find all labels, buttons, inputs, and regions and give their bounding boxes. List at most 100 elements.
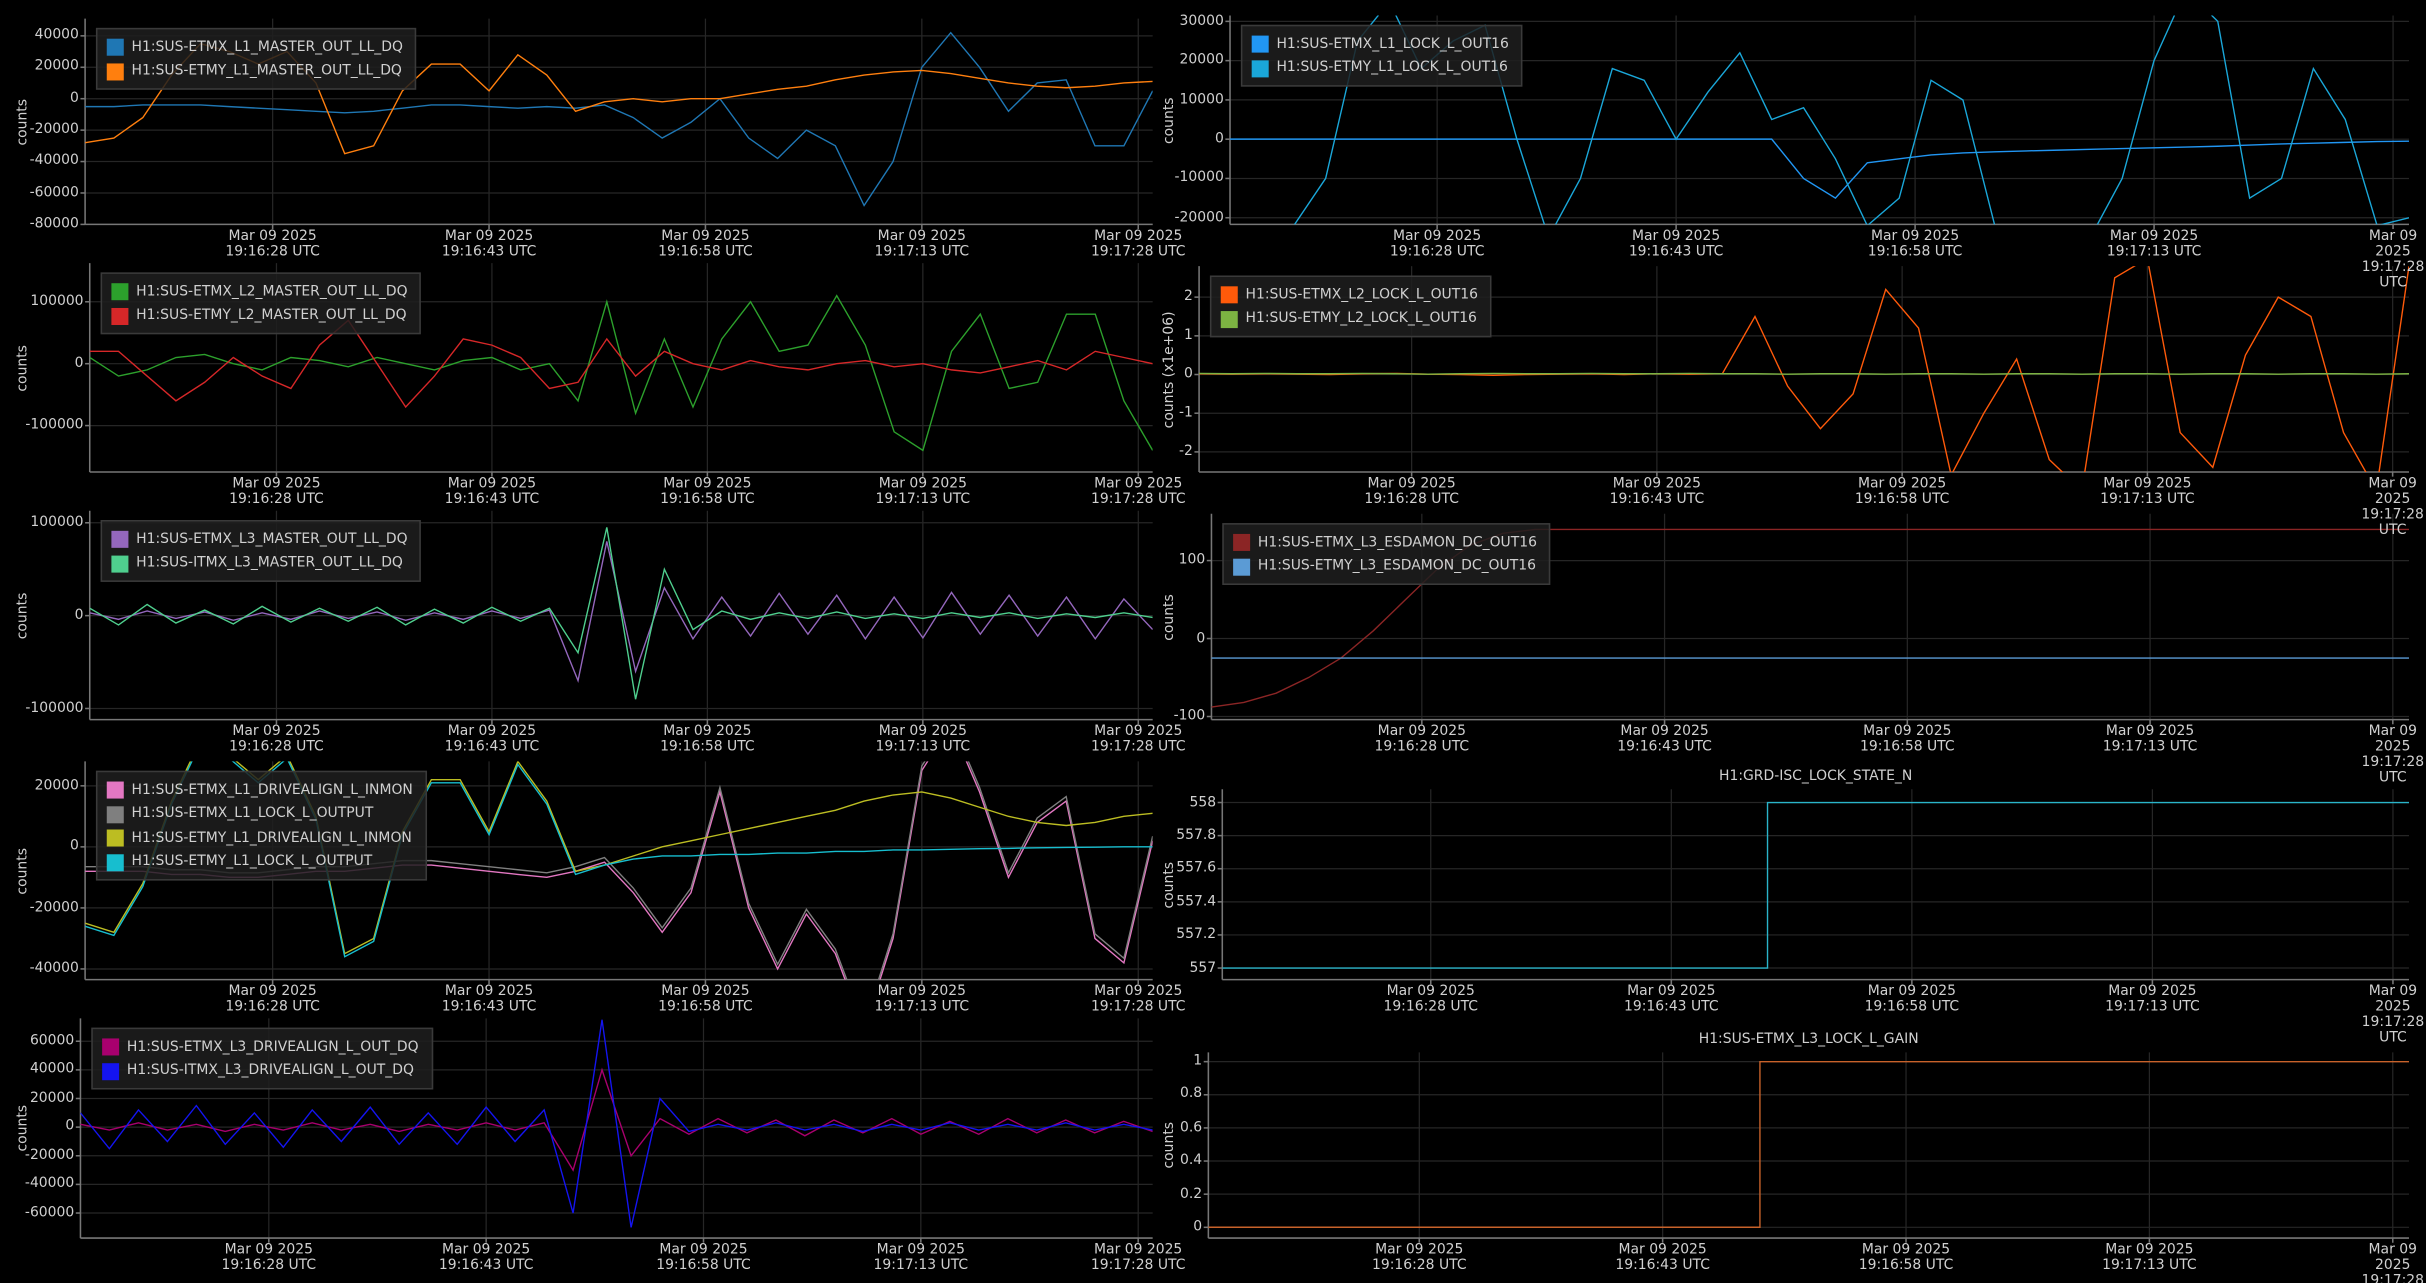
- y-tick-label: 0.4: [1180, 1153, 1203, 1169]
- legend-entry: H1:SUS-ITMX_L3_DRIVEALIGN_L_OUT_DQ: [102, 1059, 418, 1083]
- y-tick-label: 0: [1193, 1219, 1203, 1236]
- legend: H1:SUS-ETMX_L2_LOCK_L_OUT16 H1:SUS-ETMY_L…: [1209, 275, 1492, 338]
- y-tick-label: 40000: [34, 28, 79, 44]
- legend-entry: H1:SUS-ETMX_L1_DRIVEALIGN_L_INMON: [106, 778, 413, 802]
- x-tick-label: Mar 09 2025 19:17:13 UTC: [875, 476, 971, 508]
- x-tick-label: Mar 09 2025 19:17:28 UTC: [1090, 229, 1186, 260]
- y-tick-label: -40000: [29, 153, 79, 170]
- y-tick-label: 0: [65, 1119, 75, 1135]
- legend-swatch: [106, 39, 124, 57]
- legend-entry: H1:SUS-ITMX_L3_MASTER_OUT_LL_DQ: [111, 552, 407, 576]
- y-tick-label: 557.8: [1176, 827, 1217, 844]
- legend-label: H1:SUS-ITMX_L3_DRIVEALIGN_L_OUT_DQ: [126, 1063, 414, 1080]
- legend-entry: H1:SUS-ETMX_L1_MASTER_OUT_LL_DQ: [106, 36, 403, 60]
- legend-swatch: [111, 307, 129, 325]
- y-tick-label: 0: [1184, 366, 1193, 383]
- legend-label: H1:SUS-ETMX_L3_MASTER_OUT_LL_DQ: [136, 531, 408, 548]
- x-tick-label: Mar 09 2025 19:17:13 UTC: [874, 229, 970, 260]
- y-tick-label: 1: [1184, 328, 1193, 344]
- x-tick-label: Mar 09 2025 19:17:28 UTC: [2361, 984, 2425, 1047]
- legend-swatch: [1233, 558, 1251, 576]
- legend-swatch: [1233, 534, 1251, 552]
- y-axis-label: counts: [1161, 1121, 1178, 1169]
- chart-title: H1:SUS-ETMX_L3_LOCK_L_GAIN: [1698, 1032, 1919, 1048]
- x-tick-label: Mar 09 2025 19:16:28 UTC: [1371, 1242, 1467, 1274]
- x-tick-label: Mar 09 2025 19:17:28 UTC: [2361, 229, 2425, 291]
- y-tick-label: -40000: [24, 1176, 75, 1193]
- y-tick-label: 558: [1189, 794, 1217, 811]
- x-tick-label: Mar 09 2025 19:16:58 UTC: [660, 724, 755, 756]
- y-tick-label: 0: [1196, 630, 1206, 647]
- y-axis-label: counts: [15, 1104, 31, 1152]
- y-tick-label: -1: [1178, 405, 1193, 421]
- legend-swatch: [106, 853, 124, 871]
- y-tick-label: 0: [70, 839, 79, 855]
- legend: H1:SUS-ETMX_L3_MASTER_OUT_LL_DQ H1:SUS-IT…: [100, 519, 422, 582]
- x-tick-label: Mar 09 2025 19:16:58 UTC: [658, 984, 753, 1016]
- series-group: [1222, 801, 2409, 969]
- y-tick-label: -20000: [24, 1148, 75, 1164]
- legend-entry: H1:SUS-ETMY_L1_MASTER_OUT_LL_DQ: [106, 60, 403, 84]
- legend-swatch: [1220, 310, 1238, 328]
- x-tick-label: Mar 09 2025 19:16:58 UTC: [1858, 1242, 1954, 1274]
- x-tick-label: Mar 09 2025 19:16:43 UTC: [444, 476, 540, 508]
- x-tick-label: Mar 09 2025 19:16:43 UTC: [1609, 476, 1705, 508]
- legend-entry: H1:SUS-ETMX_L2_MASTER_OUT_LL_DQ: [111, 280, 408, 304]
- y-axis-label: counts (x1e+06): [1161, 310, 1178, 428]
- y-tick-label: 30000: [1179, 13, 1224, 30]
- legend-entry: H1:SUS-ETMY_L3_ESDAMON_DC_OUT16: [1233, 555, 1537, 579]
- y-tick-label: 100000: [30, 515, 84, 531]
- y-tick-label: 0.6: [1180, 1120, 1203, 1136]
- x-tick-label: Mar 09 2025 19:17:28 UTC: [1090, 476, 1186, 508]
- series-line: [89, 527, 1153, 700]
- series-group: [1199, 266, 2409, 473]
- series-line: [1199, 372, 2409, 375]
- legend-label: H1:SUS-ETMX_L3_DRIVEALIGN_L_OUT_DQ: [126, 1039, 419, 1056]
- series-line: [1222, 801, 2409, 969]
- x-tick-label: Mar 09 2025 19:16:28 UTC: [1374, 724, 1470, 756]
- legend-label: H1:SUS-ETMY_L3_ESDAMON_DC_OUT16: [1257, 559, 1536, 575]
- x-tick-label: Mar 09 2025 19:16:28 UTC: [225, 229, 320, 260]
- x-tick-label: Mar 09 2025 19:16:28 UTC: [1364, 476, 1459, 508]
- y-tick-label: -10000: [1174, 170, 1224, 187]
- legend-swatch: [102, 1062, 120, 1080]
- y-tick-label: -20000: [1174, 209, 1224, 226]
- x-tick-label: Mar 09 2025 19:16:43 UTC: [1617, 724, 1712, 756]
- y-tick-label: 10000: [1179, 92, 1224, 108]
- x-tick-label: Mar 09 2025 19:16:58 UTC: [1864, 984, 1960, 1016]
- legend-label: H1:SUS-ETMY_L2_MASTER_OUT_LL_DQ: [136, 308, 407, 324]
- legend-label: H1:SUS-ETMY_L1_MASTER_OUT_LL_DQ: [131, 63, 402, 80]
- legend-swatch: [111, 531, 129, 549]
- x-tick-label: Mar 09 2025 19:16:28 UTC: [225, 984, 320, 1016]
- legend-swatch: [111, 283, 129, 301]
- x-tick-label: Mar 09 2025 19:17:13 UTC: [874, 984, 970, 1016]
- x-tick-label: Mar 09 2025 19:16:58 UTC: [1867, 229, 1963, 260]
- y-tick-label: -100000: [25, 417, 84, 434]
- y-tick-label: 0: [1214, 131, 1224, 147]
- x-tick-label: Mar 09 2025 19:17:13 UTC: [873, 1242, 969, 1274]
- y-tick-label: 20000: [34, 59, 79, 76]
- y-tick-label: 0.8: [1180, 1087, 1203, 1103]
- x-tick-label: Mar 09 2025 19:16:43 UTC: [1624, 984, 1719, 1016]
- y-tick-label: -60000: [24, 1205, 75, 1221]
- y-tick-label: 557.2: [1176, 927, 1217, 943]
- series-line: [1208, 1060, 2409, 1228]
- y-tick-label: 557.4: [1176, 894, 1217, 910]
- y-tick-label: 0.2: [1180, 1186, 1203, 1202]
- series-group: [1211, 528, 2409, 708]
- legend-entry: H1:SUS-ETMX_L1_LOCK_L_OUTPUT: [106, 802, 413, 826]
- legend-label: H1:SUS-ETMY_L1_LOCK_L_OUTPUT: [131, 854, 373, 871]
- x-tick-label: Mar 09 2025 19:17:28 UTC: [2361, 476, 2424, 539]
- y-axis-label: counts: [15, 98, 31, 145]
- x-tick-label: Mar 09 2025 19:16:43 UTC: [1615, 1242, 1710, 1274]
- series-line: [1211, 528, 2409, 708]
- y-tick-label: 2: [1184, 289, 1193, 305]
- legend-entry: H1:SUS-ETMY_L2_MASTER_OUT_LL_DQ: [111, 304, 407, 328]
- x-tick-label: Mar 09 2025 19:17:28 UTC: [1090, 724, 1186, 756]
- y-tick-label: -20000: [29, 122, 79, 138]
- series-group: [89, 294, 1153, 452]
- x-tick-label: Mar 09 2025 19:17:13 UTC: [2106, 229, 2202, 260]
- y-tick-label: 557.6: [1176, 860, 1217, 877]
- legend-entry: H1:SUS-ETMX_L1_LOCK_L_OUT16: [1251, 32, 1509, 56]
- x-tick-label: Mar 09 2025 19:17:13 UTC: [2100, 476, 2195, 508]
